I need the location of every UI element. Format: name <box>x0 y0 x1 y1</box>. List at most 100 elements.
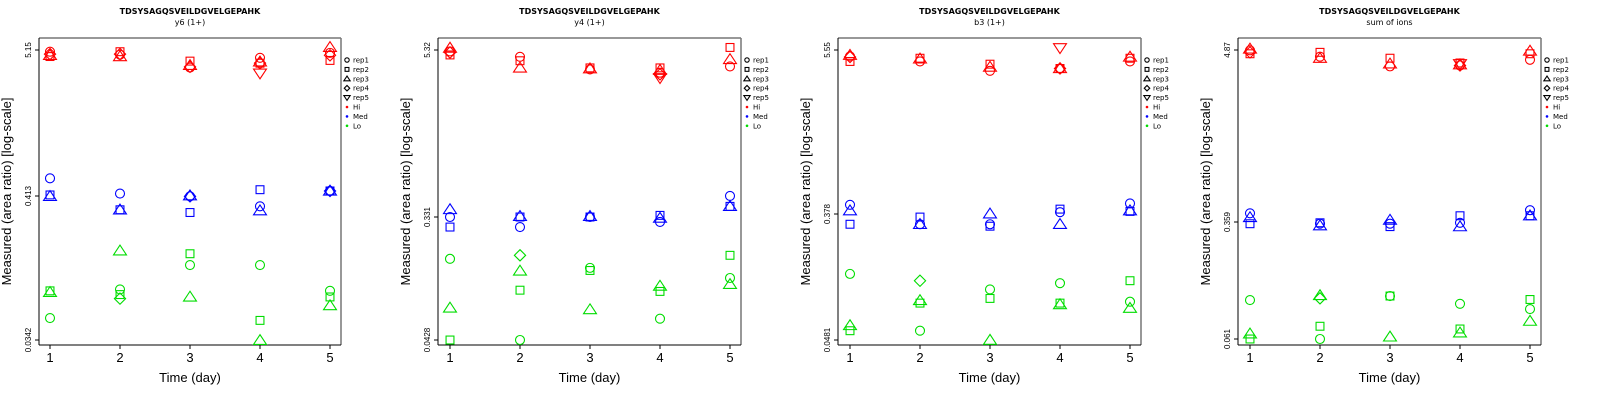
x-tick-label: 3 <box>186 350 193 365</box>
legend-dot-icon <box>1145 105 1149 109</box>
legend-label: rep3 <box>1553 75 1569 83</box>
data-point-rep4 <box>443 46 457 59</box>
legend-label: rep2 <box>1153 66 1169 74</box>
data-point-rep1 <box>254 259 266 271</box>
data-point-rep4 <box>183 60 197 74</box>
x-tick-label: 4 <box>1056 350 1063 365</box>
data-point-rep2 <box>1315 321 1325 331</box>
legend-label: Hi <box>753 104 760 112</box>
y-tick-label: 0.0342 <box>24 327 33 352</box>
legend-label: rep3 <box>353 75 369 83</box>
data-point-rep1 <box>44 46 56 57</box>
data-point-rep2 <box>1385 53 1395 63</box>
data-point-rep3 <box>1312 218 1328 231</box>
data-point-rep3 <box>1382 57 1398 69</box>
data-point-rep1 <box>724 61 736 72</box>
legend-dot-icon <box>1145 124 1149 128</box>
data-point-rep1 <box>1524 54 1536 65</box>
legend-dot-icon <box>1545 124 1549 128</box>
legend-label: rep4 <box>353 85 369 93</box>
data-point-rep1 <box>1454 298 1466 309</box>
data-point-rep1 <box>914 56 926 67</box>
legend-triangle-up-icon <box>1542 75 1552 82</box>
data-point-rep2 <box>255 315 265 325</box>
y-tick-label: 0.378 <box>823 203 832 224</box>
legend-label: Med <box>1553 113 1568 121</box>
legend-label: Med <box>353 113 368 121</box>
data-point-rep1 <box>44 173 56 184</box>
y-tick-label: 4.87 <box>1223 42 1232 58</box>
x-tick-label: 5 <box>1526 350 1533 365</box>
data-point-rep3 <box>512 264 528 276</box>
y-tick-label: 0.061 <box>1223 328 1232 349</box>
legend-circle-icon <box>344 57 350 63</box>
x-tick-label: 1 <box>46 350 53 365</box>
y-axis-label: Measured (area ratio) [log-scale] <box>798 98 813 286</box>
y-tick-label: 5.15 <box>24 42 33 58</box>
data-point-rep1 <box>1124 198 1136 209</box>
data-point-rep1 <box>844 268 856 279</box>
y-tick-label: 0.359 <box>1223 211 1232 232</box>
data-point-rep1 <box>254 201 266 212</box>
legend-label: Lo <box>1153 122 1161 130</box>
legend-dot-icon <box>1545 115 1549 118</box>
x-axis-label: Time (day) <box>1359 370 1421 385</box>
data-point-rep3 <box>1052 61 1068 74</box>
data-point-rep3 <box>1522 44 1538 56</box>
data-point-rep1 <box>114 188 126 199</box>
legend-label: Lo <box>353 122 361 130</box>
data-point-rep1 <box>44 312 56 324</box>
data-point-rep2 <box>1455 211 1465 221</box>
legend-diamond-icon <box>743 84 751 92</box>
data-point-rep1 <box>1054 207 1066 218</box>
data-point-rep4 <box>113 47 127 61</box>
plot-title: TDSYSAGQSVEILDGVELGEPAHK <box>519 7 660 16</box>
plot-panel-3: TDSYSAGQSVEILDGVELGEPAHK b3 (1+) 5.55 0.378… <box>798 7 1169 385</box>
data-point-rep5 <box>1452 59 1468 71</box>
y-tick-label: 0.0481 <box>823 327 832 352</box>
data-point-rep2 <box>655 286 665 296</box>
x-tick-label: 1 <box>846 350 853 365</box>
legend-triangle-down-icon <box>342 95 352 102</box>
series-med <box>842 198 1138 231</box>
data-point-rep3 <box>322 298 338 311</box>
y-axis-label: Measured (area ratio) [log-scale] <box>0 98 14 286</box>
data-point-rep3 <box>42 285 58 298</box>
series-hi <box>42 40 338 80</box>
data-point-rep2 <box>1315 47 1325 57</box>
data-point-rep1 <box>514 222 526 233</box>
series-lo <box>442 248 738 346</box>
data-point-rep3 <box>722 277 738 290</box>
plot-title: TDSYSAGQSVEILDGVELGEPAHK <box>120 7 261 16</box>
data-point-rep5 <box>652 73 668 85</box>
data-point-rep3 <box>322 40 338 52</box>
data-point-rep2 <box>1385 222 1395 232</box>
y-axis-label: Measured (area ratio) [log-scale] <box>1198 98 1213 286</box>
data-point-rep3 <box>1122 203 1138 216</box>
plot-title: TDSYSAGQSVEILDGVELGEPAHK <box>1319 7 1460 16</box>
series-lo <box>842 268 1138 345</box>
data-point-rep3 <box>842 203 858 216</box>
series-med <box>42 173 338 218</box>
series-hi <box>1242 42 1538 72</box>
data-point-rep2 <box>255 58 265 68</box>
legend-label: Hi <box>353 104 360 112</box>
data-point-rep4 <box>1243 45 1257 59</box>
data-point-rep2 <box>185 208 195 218</box>
data-point-rep3 <box>652 211 668 223</box>
legend-label: rep1 <box>1153 57 1169 65</box>
legend-label: Med <box>753 113 768 121</box>
data-point-rep1 <box>1244 208 1256 219</box>
legend-circle-icon <box>744 57 750 63</box>
data-point-rep1 <box>724 272 736 284</box>
data-point-rep3 <box>182 188 198 201</box>
data-point-rep4 <box>513 248 527 262</box>
x-tick-label: 3 <box>1386 350 1393 365</box>
legend-label: rep4 <box>753 85 769 93</box>
y-tick-label: 0.331 <box>423 206 432 227</box>
data-point-rep4 <box>1053 62 1067 75</box>
data-point-rep3 <box>442 301 458 313</box>
legend-label: rep3 <box>753 75 769 83</box>
data-point-rep3 <box>112 244 128 256</box>
